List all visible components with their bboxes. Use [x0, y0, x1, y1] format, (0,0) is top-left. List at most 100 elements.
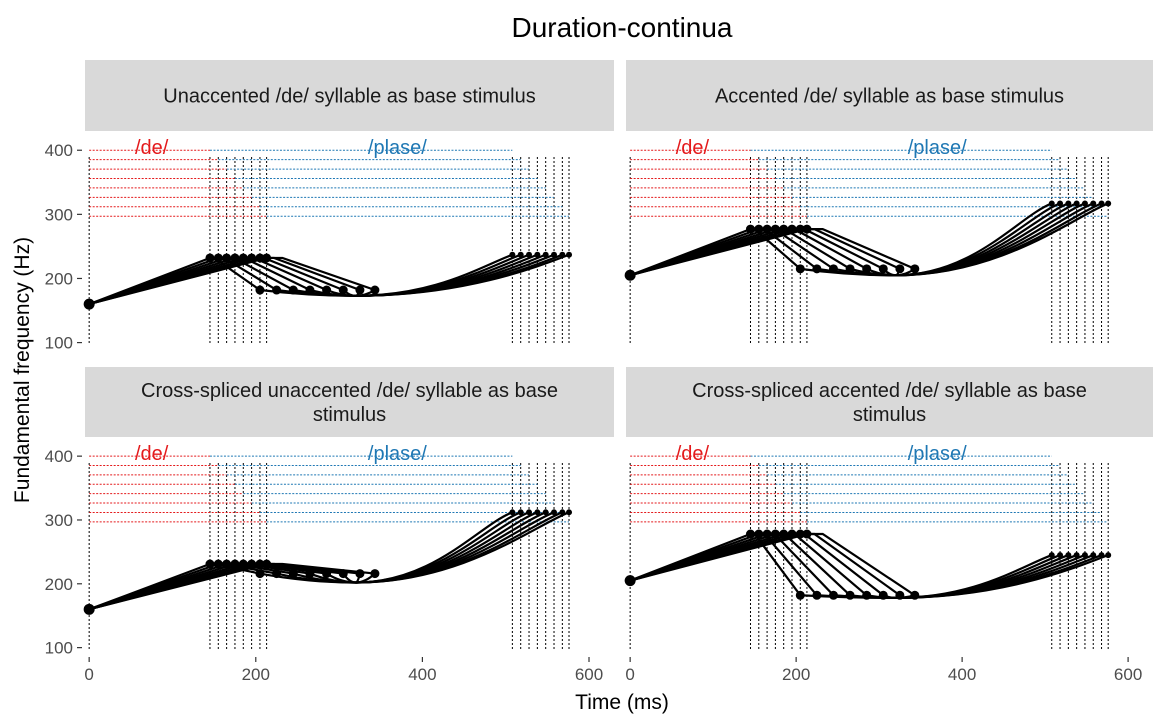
plase-segment-label: /plase/: [908, 137, 967, 159]
f0-contour-line: [88, 511, 555, 611]
y-tick-label: 200: [45, 575, 73, 594]
end-point: [526, 509, 533, 516]
end-point: [526, 251, 533, 258]
chart-title: Duration-continua: [511, 12, 732, 43]
chart-panels: Unaccented /de/ syllable as base stimulu…: [45, 60, 1153, 684]
y-tick-label: 100: [45, 334, 73, 353]
fall-point: [910, 264, 920, 274]
facet-strip-title: Accented /de/ syllable as base stimulus: [715, 86, 1064, 108]
f0-contour-line: [88, 511, 563, 611]
de-segment-label: /de/: [676, 443, 710, 465]
end-point: [1105, 200, 1112, 207]
peak-point: [802, 224, 812, 234]
end-point: [1057, 552, 1064, 559]
plase-segment-label: /plase/: [368, 443, 427, 465]
x-tick-label: 400: [408, 665, 436, 684]
start-point: [83, 603, 95, 615]
end-point: [517, 509, 524, 516]
fall-point: [895, 264, 905, 274]
fall-point: [812, 264, 822, 274]
de-segment-label: /de/: [135, 137, 169, 159]
fall-point: [862, 590, 872, 600]
end-point: [1065, 200, 1072, 207]
end-point: [1081, 200, 1088, 207]
fall-point: [878, 264, 888, 274]
fall-point: [355, 569, 365, 579]
fall-point: [288, 285, 298, 295]
fall-point: [255, 285, 265, 295]
end-point: [1073, 552, 1080, 559]
facet-panel: Accented /de/ syllable as base stimulus /…: [624, 60, 1153, 345]
fall-point: [370, 285, 380, 295]
fall-point: [845, 264, 855, 274]
end-point: [509, 509, 516, 516]
fall-point: [845, 590, 855, 600]
end-point: [566, 251, 573, 258]
end-point: [551, 509, 558, 516]
x-tick-label: 0: [84, 665, 93, 684]
x-tick-label: 200: [242, 665, 270, 684]
fall-point: [322, 285, 332, 295]
y-axis-title: Fundamental frequency (Hz): [11, 237, 34, 503]
end-point: [1073, 200, 1080, 207]
fall-point: [828, 590, 838, 600]
end-point: [1065, 552, 1072, 559]
y-tick-label: 300: [45, 511, 73, 530]
end-point: [1048, 552, 1055, 559]
de-segment-label: /de/: [135, 443, 169, 465]
end-point: [1057, 200, 1064, 207]
fall-point: [878, 590, 888, 600]
x-tick-label: 600: [575, 665, 603, 684]
start-point: [83, 298, 95, 310]
peak-point: [802, 529, 812, 539]
facet-panel: Unaccented /de/ syllable as base stimulu…: [45, 60, 614, 353]
facet-strip: [85, 60, 614, 131]
fall-point: [305, 285, 315, 295]
plase-segment-label: /plase/: [368, 137, 427, 159]
f0-contour-line: [88, 511, 547, 611]
peak-point: [262, 559, 272, 569]
fall-point: [338, 285, 348, 295]
fall-point: [272, 285, 282, 295]
peak-point: [262, 253, 272, 263]
fall-point: [812, 590, 822, 600]
y-tick-label: 200: [45, 269, 73, 288]
f0-contour-line: [629, 532, 1094, 599]
facet-strip: [85, 367, 614, 437]
x-tick-label: 0: [625, 665, 634, 684]
facet-panel: Cross-spliced accented /de/ syllable as …: [624, 367, 1153, 684]
facet-strip-title: Cross-spliced accented /de/ syllable as …: [692, 380, 1087, 426]
fall-point: [828, 264, 838, 274]
fall-point: [370, 569, 380, 579]
x-tick-label: 400: [948, 665, 976, 684]
x-tick-label: 200: [782, 665, 810, 684]
end-point: [566, 509, 573, 516]
f0-contour-line: [629, 532, 1102, 599]
end-point: [517, 251, 524, 258]
f0-contour-line: [629, 532, 1078, 599]
end-point: [1105, 552, 1112, 559]
end-point: [509, 251, 516, 258]
fall-point: [795, 590, 805, 600]
end-point: [1090, 200, 1097, 207]
fall-point: [795, 264, 805, 274]
facet-panel: Cross-spliced unaccented /de/ syllable a…: [45, 367, 614, 684]
end-point: [542, 509, 549, 516]
start-point: [624, 575, 636, 587]
facet-strip: [626, 367, 1153, 437]
fall-point: [910, 590, 920, 600]
y-tick-label: 300: [45, 205, 73, 224]
facet-strip-title: Cross-spliced unaccented /de/ syllable a…: [141, 380, 558, 426]
y-tick-label: 400: [45, 141, 73, 160]
y-tick-label: 400: [45, 447, 73, 466]
start-point: [624, 269, 636, 281]
end-point: [534, 509, 541, 516]
x-axis-title: Time (ms): [575, 691, 669, 714]
fall-point: [862, 264, 872, 274]
plase-segment-label: /plase/: [908, 443, 967, 465]
end-point: [1048, 200, 1055, 207]
y-tick-label: 100: [45, 639, 73, 658]
de-segment-label: /de/: [676, 137, 710, 159]
x-tick-label: 600: [1114, 665, 1142, 684]
